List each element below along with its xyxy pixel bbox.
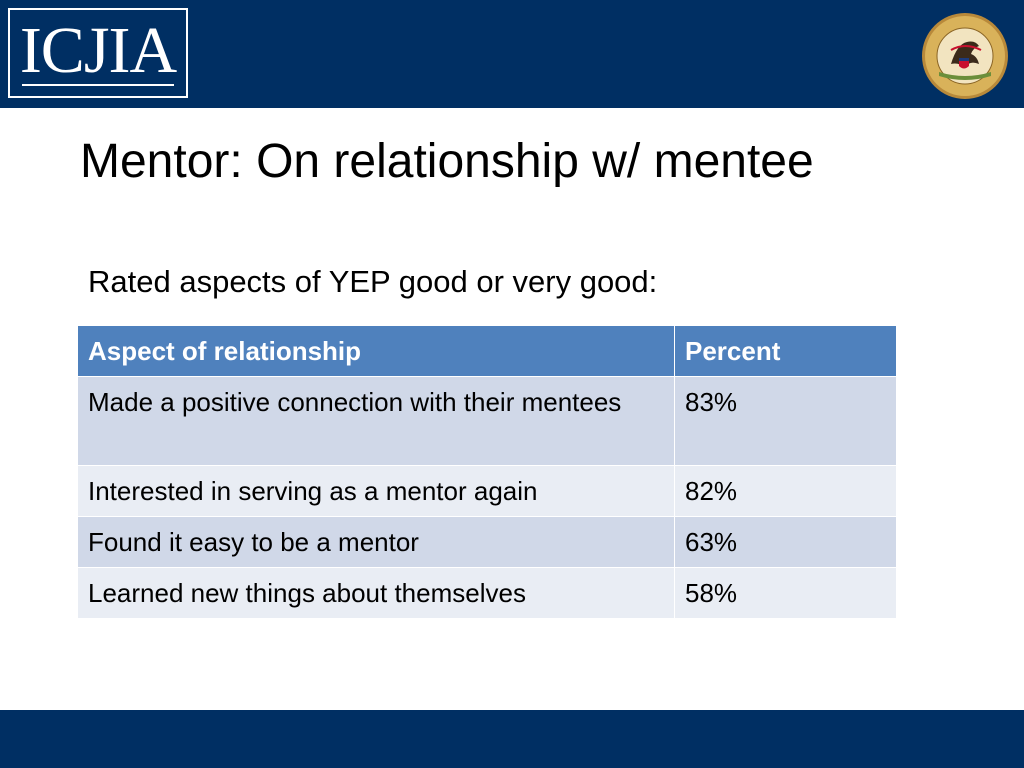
page-title: Mentor: On relationship w/ mentee [80,135,814,188]
header-bar: ICJIA [0,0,1024,108]
aspect-cell: Learned new things about themselves [77,567,675,619]
aspects-table: Aspect of relationship Percent Made a po… [77,325,897,619]
aspect-cell: Found it easy to be a mentor [77,516,675,568]
table-row: Learned new things about themselves 58% [77,567,897,619]
aspect-cell: Made a positive connection with their me… [77,376,675,466]
table-row: Interested in serving as a mentor again … [77,465,897,517]
logo-text: ICJIA [19,14,177,87]
column-header-percent: Percent [674,325,897,377]
table-row: Made a positive connection with their me… [77,376,897,466]
illinois-seal-icon [922,13,1008,99]
percent-cell: 58% [674,567,897,619]
percent-cell: 83% [674,376,897,466]
logo-underline [22,84,174,86]
column-header-aspect: Aspect of relationship [77,325,675,377]
table-row: Found it easy to be a mentor 63% [77,516,897,568]
footer-bar [0,710,1024,768]
icjia-logo: ICJIA [8,8,188,98]
slide-subtitle: Rated aspects of YEP good or very good: [88,264,658,299]
percent-cell: 82% [674,465,897,517]
table-header-row: Aspect of relationship Percent [77,325,897,377]
aspect-cell: Interested in serving as a mentor again [77,465,675,517]
percent-cell: 63% [674,516,897,568]
